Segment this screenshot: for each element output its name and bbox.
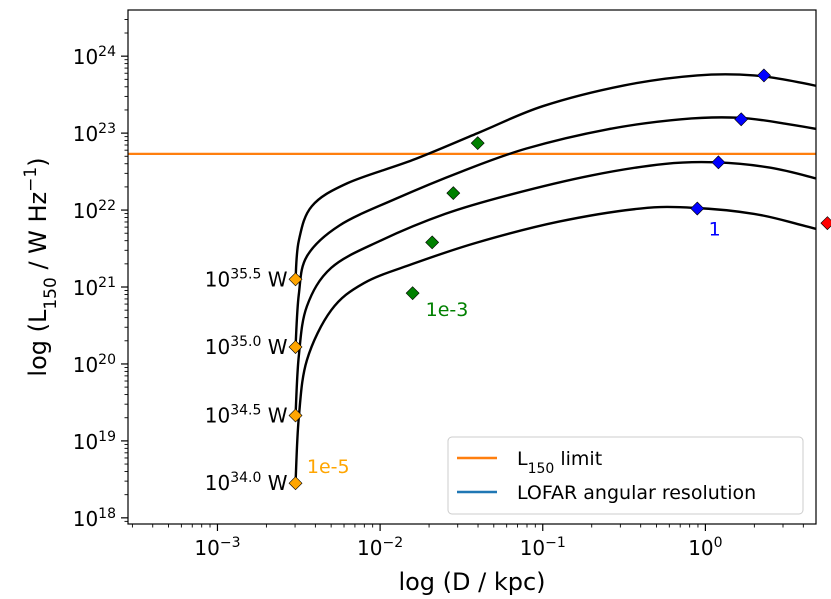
legend-resolution-label: LOFAR angular resolution xyxy=(517,482,756,504)
annotation-0: 1e-5 xyxy=(307,456,350,478)
series-label-0: 1034.0 W xyxy=(205,470,288,495)
marker-1-1 xyxy=(425,235,440,250)
y-tick-label-2: 1020 xyxy=(73,352,116,377)
marker-0-0 xyxy=(288,476,303,491)
legend: L150 limit LOFAR angular resolution xyxy=(447,436,804,515)
marker-0-2 xyxy=(690,201,705,216)
x-tick-label-3: 100 xyxy=(688,535,722,560)
marker-1-2 xyxy=(711,155,726,170)
marker-2-0 xyxy=(288,340,303,354)
curve-3 xyxy=(294,73,816,280)
marker-0-1 xyxy=(405,286,420,301)
curve-0 xyxy=(294,205,816,484)
marker-2-1 xyxy=(446,186,461,201)
series-label-3: 1035.5 W xyxy=(205,266,288,291)
annotation-2: 1 xyxy=(709,218,721,240)
legend-limit-label: L150 limit xyxy=(517,448,602,477)
y-tick-label-5: 1023 xyxy=(73,121,116,146)
y-tick-label-6: 1024 xyxy=(73,44,116,69)
marker-2-2 xyxy=(734,112,749,127)
curve-1 xyxy=(294,160,816,416)
y-axis-label: log (L150 / W Hz−1) xyxy=(21,157,61,376)
marker-3-1 xyxy=(470,136,485,151)
x-tick-label-1: 10−2 xyxy=(357,535,403,560)
x-axis-label: log (D / kpc) xyxy=(398,568,545,596)
x-tick-label-2: 10−1 xyxy=(520,535,566,560)
y-tick-label-0: 1018 xyxy=(73,506,116,531)
y-tick-label-1: 1019 xyxy=(73,429,116,454)
marker-3-2 xyxy=(757,68,771,83)
marker-0-3 xyxy=(820,216,831,231)
y-tick-label-3: 1021 xyxy=(73,275,116,300)
plot-frame xyxy=(127,9,817,525)
x-tick-label-0: 10−3 xyxy=(194,535,240,560)
y-tick-label-4: 1022 xyxy=(73,198,116,223)
series-label-1: 1034.5 W xyxy=(205,403,288,428)
curve-2 xyxy=(294,116,816,348)
legend-box xyxy=(447,436,804,515)
marker-3-0 xyxy=(288,272,303,287)
marker-1-0 xyxy=(288,408,303,423)
series-label-2: 1035.0 W xyxy=(205,334,288,359)
annotation-1: 1e-3 xyxy=(426,299,469,321)
